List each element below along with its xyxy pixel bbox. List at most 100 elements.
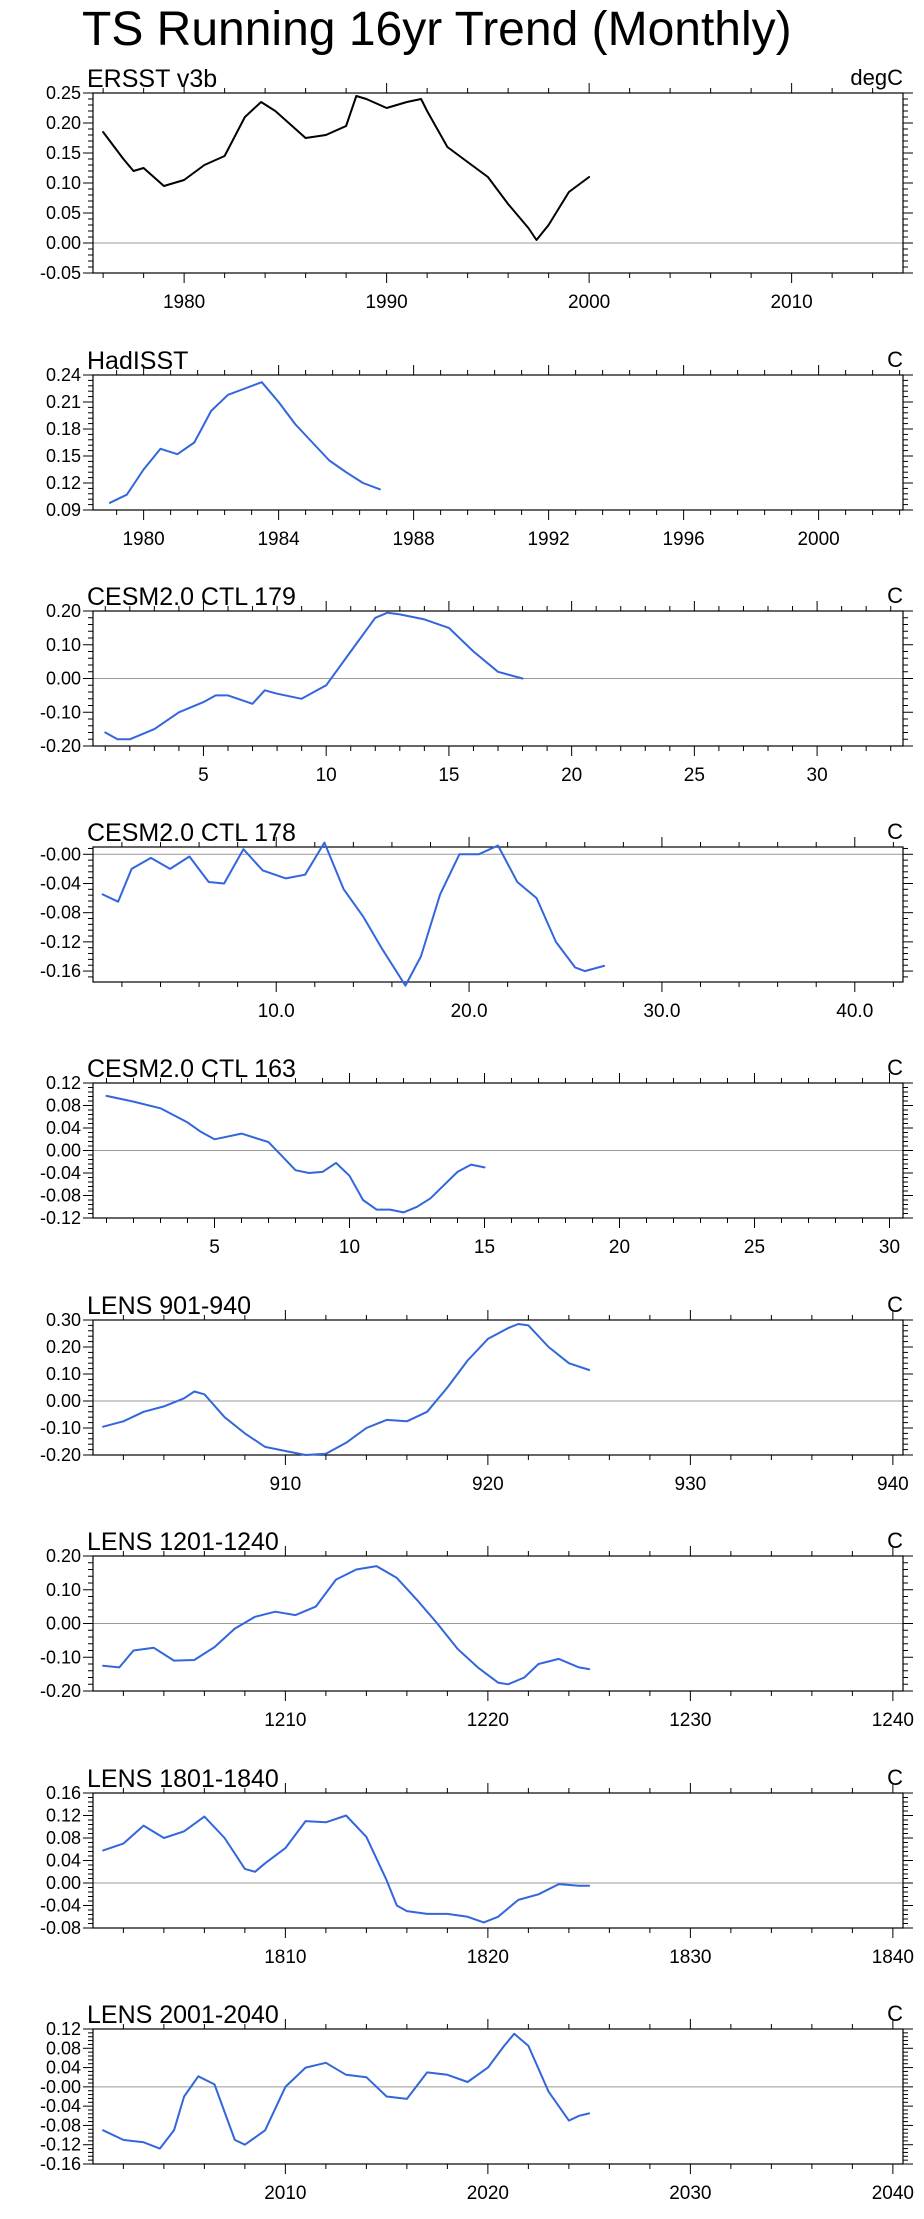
series-line	[102, 1814, 591, 1924]
x-tick-label: 2010	[264, 2183, 306, 2204]
page-title: TS Running 16yr Trend (Monthly)	[82, 3, 792, 56]
series-line	[102, 2032, 591, 2150]
y-tick-label: -0.20	[40, 1445, 81, 1465]
series-line	[105, 1094, 486, 1214]
y-tick-label: 0.00	[46, 1391, 81, 1411]
y-tick-label: -0.08	[40, 1186, 81, 1206]
y-tick-label: 0.12	[46, 1073, 81, 1093]
y-tick-label: 0.24	[46, 365, 81, 385]
x-tick-label: 20	[609, 1237, 630, 1258]
y-tick-label: 0.10	[46, 1580, 81, 1600]
chart-units-label: degC	[850, 65, 903, 90]
chart-panel: LENS 2001-2040 C 2010 2020 2030 2040 -0.16-0.1…	[40, 2001, 914, 2204]
x-tick-label: 1980	[122, 529, 164, 550]
chart-units-label: C	[887, 1292, 903, 1317]
chart-units-label: C	[887, 2001, 903, 2026]
plot-frame	[92, 2028, 904, 2165]
y-tick-label: -0.12	[40, 1208, 81, 1228]
y-tick-label: 0.04	[46, 1851, 81, 1871]
x-tick-label: 1830	[669, 1947, 711, 1968]
y-tick-label: 0.10	[46, 173, 81, 193]
x-tick-label: 940	[877, 1474, 909, 1495]
y-tick-label: 0.12	[46, 2019, 81, 2039]
chart-units-label: C	[887, 819, 903, 844]
y-tick-label: 0.00	[46, 233, 81, 253]
chart-panel: CESM2.0 CTL 178 C 10.0 20.0 30.0 40.0 -0.16 -0.…	[40, 819, 913, 1022]
y-tick-label: 0.15	[46, 446, 81, 466]
x-tick-label: 910	[270, 1474, 302, 1495]
chart-panel: HadISST C 1980 1984 1988 1992 1996 2000 0.09 0.12…	[46, 347, 913, 550]
chart-panel: CESM2.0 CTL 179 C 5 10 15 20 25 30 -0.20 -0.10 0.0…	[40, 583, 913, 786]
x-tick-label: 10	[339, 1237, 360, 1258]
series-line	[102, 95, 591, 241]
x-tick-label: 1840	[872, 1947, 914, 1968]
x-tick-label: 1810	[264, 1947, 306, 1968]
plot-frame	[92, 1319, 904, 1456]
series-line	[102, 1565, 591, 1686]
y-tick-label: -0.20	[40, 1681, 81, 1701]
x-tick-label: 10	[316, 765, 337, 786]
chart-units-label: C	[887, 347, 903, 372]
y-tick-label: -0.08	[40, 903, 81, 923]
x-tick-label: 1992	[527, 529, 569, 550]
y-tick-label: -0.04	[40, 1163, 81, 1183]
x-tick-label: 920	[472, 1474, 504, 1495]
y-tick-label: 0.15	[46, 143, 81, 163]
plot-frame	[92, 846, 904, 983]
y-tick-label: 0.00	[46, 1141, 81, 1161]
y-tick-label: -0.08	[40, 2115, 81, 2135]
chart-units-label: C	[887, 583, 903, 608]
x-tick-label: 5	[209, 1237, 220, 1258]
x-tick-label: 25	[684, 765, 705, 786]
x-tick-label: 1240	[872, 1710, 914, 1731]
y-tick-label: 0.10	[46, 1364, 81, 1384]
x-tick-label: 1220	[467, 1710, 509, 1731]
chart-title: LENS 901-940	[87, 1292, 251, 1320]
plot-frame	[92, 1792, 904, 1929]
y-tick-label: 0.20	[46, 601, 81, 621]
y-tick-label: 0.12	[46, 473, 81, 493]
x-tick-label: 5	[198, 765, 209, 786]
y-tick-label: 0.04	[46, 1118, 81, 1138]
chart-title: CESM2.0 CTL 179	[87, 583, 296, 611]
series-line	[108, 381, 381, 504]
x-tick-label: 2000	[568, 292, 610, 313]
x-tick-label: 1988	[392, 529, 434, 550]
y-tick-label: 0.00	[46, 1614, 81, 1634]
chart-panel: LENS 901-940 C 910 920 930 940 -0.20 -0.10 0.00 0…	[40, 1292, 913, 1495]
x-tick-label: 2040	[872, 2183, 914, 2204]
y-tick-label: 0.25	[46, 83, 81, 103]
x-tick-label: 2030	[669, 2183, 711, 2204]
chart-panel: LENS 1201-1240 C 1210 1220 1230 1240 -0.20 -0.1…	[40, 1528, 914, 1731]
y-tick-label: 0.00	[46, 1873, 81, 1893]
chart-panel: CESM2.0 CTL 163 C 5 10 15 20 25 30 -0.12-0.08 -0.…	[40, 1055, 913, 1258]
y-tick-label: -0.00	[40, 844, 81, 864]
y-tick-label: 0.09	[46, 500, 81, 520]
y-tick-label: 0.04	[46, 2058, 81, 2078]
x-tick-label: 2000	[797, 529, 839, 550]
y-tick-label: -0.10	[40, 1647, 81, 1667]
y-tick-label: 0.20	[46, 113, 81, 133]
x-tick-label: 30	[879, 1237, 900, 1258]
y-tick-label: -0.12	[40, 2135, 81, 2155]
y-tick-label: 0.08	[46, 2038, 81, 2058]
x-tick-label: 1210	[264, 1710, 306, 1731]
y-tick-label: 0.20	[46, 1337, 81, 1357]
y-tick-label: -0.05	[40, 263, 81, 283]
y-tick-label: 0.16	[46, 1783, 81, 1803]
chart-title: CESM2.0 CTL 178	[87, 819, 296, 847]
y-tick-label: 0.08	[46, 1828, 81, 1848]
x-tick-label: 1984	[257, 529, 300, 550]
y-tick-label: -0.16	[40, 961, 81, 981]
x-tick-label: 20.0	[451, 1001, 488, 1022]
y-tick-label: -0.16	[40, 2154, 81, 2174]
chart-title: LENS 2001-2040	[87, 2001, 279, 2029]
x-tick-label: 10.0	[258, 1001, 295, 1022]
x-tick-label: 2010	[770, 292, 812, 313]
series-line	[102, 1323, 591, 1456]
plot-frame	[92, 374, 904, 511]
x-tick-label: 2020	[467, 2183, 509, 2204]
y-tick-label: -0.12	[40, 932, 81, 952]
chart-units-label: C	[887, 1055, 903, 1080]
y-tick-label: 0.05	[46, 203, 81, 223]
